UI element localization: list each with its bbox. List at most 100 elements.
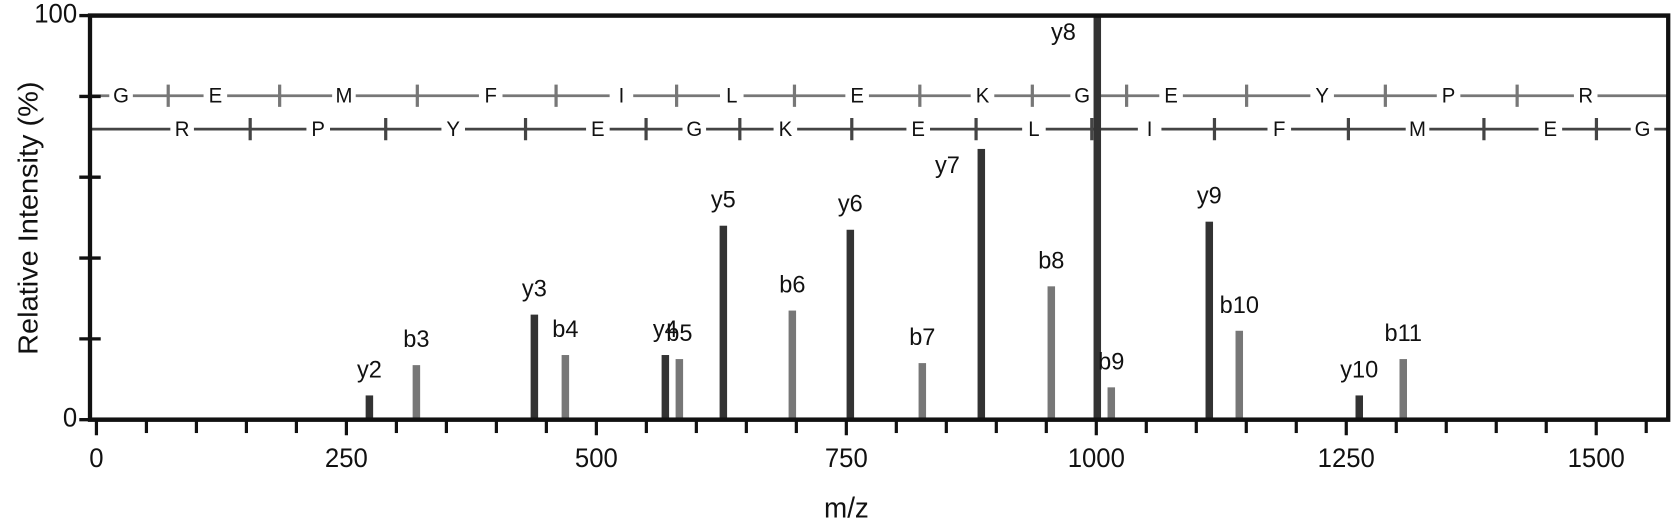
- plot-frame: [87, 13, 1671, 422]
- peak: [675, 359, 684, 420]
- peak-label: b8: [1038, 247, 1064, 275]
- sequence-residue: G: [686, 117, 702, 140]
- sequence-residue: E: [1544, 117, 1558, 140]
- peak: [561, 355, 570, 420]
- peak: [788, 310, 797, 420]
- sequence-residue: R: [1578, 84, 1593, 107]
- ladder-label-bg: [1022, 118, 1046, 141]
- y-tick-label: 0: [63, 402, 77, 433]
- peak: [1107, 387, 1116, 420]
- peak: [1047, 286, 1056, 420]
- sequence-residue: P: [311, 117, 325, 140]
- sequence-residue: M: [1409, 117, 1426, 140]
- ladder-label-bg: [332, 84, 356, 107]
- sequence-residue: G: [113, 84, 129, 107]
- sequence-residue: E: [911, 117, 925, 140]
- ladder-label-bg: [478, 84, 503, 107]
- sequence-residue: M: [335, 84, 352, 107]
- peak-label: y8: [1051, 18, 1076, 46]
- peak: [1355, 395, 1364, 420]
- peak-label: b6: [779, 271, 805, 299]
- ladder-label-bg: [609, 84, 634, 107]
- ladder-label-bg: [1070, 84, 1094, 107]
- peak-label: b5: [666, 320, 692, 348]
- peak-label: y9: [1197, 182, 1222, 210]
- peak-label: b3: [403, 326, 429, 354]
- peak-label: y3: [522, 275, 547, 303]
- x-axis-title: m/z: [824, 492, 869, 525]
- sequence-residue: R: [175, 117, 190, 140]
- ladder-label-bg: [682, 118, 707, 141]
- peak: [719, 225, 728, 420]
- peak-label: y10: [1340, 356, 1378, 384]
- x-tick-label: 750: [825, 442, 868, 473]
- ladder-label-bg: [306, 118, 330, 141]
- sequence-residue: Y: [1315, 84, 1329, 107]
- ladder-label-bg: [1630, 118, 1655, 141]
- peak-label: b9: [1098, 348, 1124, 376]
- ladder-label-bg: [109, 84, 133, 107]
- peak: [1235, 330, 1244, 420]
- peak: [1399, 359, 1408, 420]
- x-tick-label: 1500: [1568, 442, 1625, 473]
- sequence-residue: E: [209, 84, 223, 107]
- sequence-residue: G: [1635, 117, 1651, 140]
- ladder-label-bg: [906, 118, 930, 141]
- ladder-label-bg: [1159, 84, 1183, 107]
- ladder-label-bg: [720, 84, 744, 107]
- peak-label: y4: [653, 316, 678, 344]
- peak-label: b7: [909, 324, 935, 352]
- ladder-label-bg: [845, 84, 869, 107]
- ladder-label-bg: [1267, 118, 1292, 141]
- peak-label: y5: [711, 186, 736, 214]
- peak-label: y7: [935, 152, 960, 180]
- x-tick-label: 0: [89, 442, 103, 473]
- ladder-label-bg: [1436, 84, 1461, 107]
- peak-label: b4: [552, 316, 578, 344]
- ladder-label-bg: [170, 118, 194, 141]
- peak: [365, 395, 374, 420]
- x-tick-label: 500: [575, 442, 618, 473]
- ladder-label-bg: [586, 118, 610, 141]
- sequence-residue: F: [484, 84, 496, 107]
- ladder-label-bg: [1573, 84, 1598, 107]
- sequence-residue: K: [779, 117, 793, 140]
- ladder-label-bg: [1538, 118, 1563, 141]
- sequence-residue: Y: [446, 117, 460, 140]
- peak-label: b11: [1384, 320, 1422, 348]
- peak: [918, 363, 927, 420]
- x-tick-label: 250: [325, 442, 368, 473]
- peak: [1205, 221, 1214, 420]
- peak: [412, 365, 421, 420]
- peak: [530, 314, 539, 420]
- y-tick-label: 100: [34, 0, 77, 29]
- sequence-residue: P: [1442, 84, 1456, 107]
- sequence-residue: K: [976, 84, 990, 107]
- sequence-residue: I: [619, 84, 625, 107]
- x-tick-label: 1000: [1068, 442, 1125, 473]
- peak: [661, 355, 670, 420]
- y-axis-title: Relative Intensity (%): [13, 82, 44, 355]
- sequence-residue: G: [1074, 84, 1090, 107]
- ladder-label-bg: [203, 84, 228, 107]
- peak: [977, 148, 986, 420]
- peak: [846, 229, 855, 420]
- sequence-residue: L: [726, 84, 737, 107]
- sequence-residue: L: [1028, 117, 1039, 140]
- peak-label: y2: [357, 356, 382, 384]
- x-tick-label: 1250: [1318, 442, 1375, 473]
- ladder-label-bg: [1137, 118, 1162, 141]
- sequence-residue: E: [591, 117, 605, 140]
- sequence-residue: E: [1164, 84, 1178, 107]
- ladder-label-bg: [773, 118, 798, 141]
- peak-label: b10: [1220, 291, 1259, 319]
- ladder-label-bg: [1310, 84, 1334, 107]
- ladder-label-bg: [970, 84, 995, 107]
- ladder-label-bg: [1405, 118, 1430, 141]
- sequence-residue: I: [1147, 117, 1153, 140]
- peak: [1093, 15, 1102, 420]
- ladder-label-bg: [441, 118, 465, 141]
- sequence-residue: F: [1273, 117, 1285, 140]
- peak-label: y6: [838, 190, 863, 218]
